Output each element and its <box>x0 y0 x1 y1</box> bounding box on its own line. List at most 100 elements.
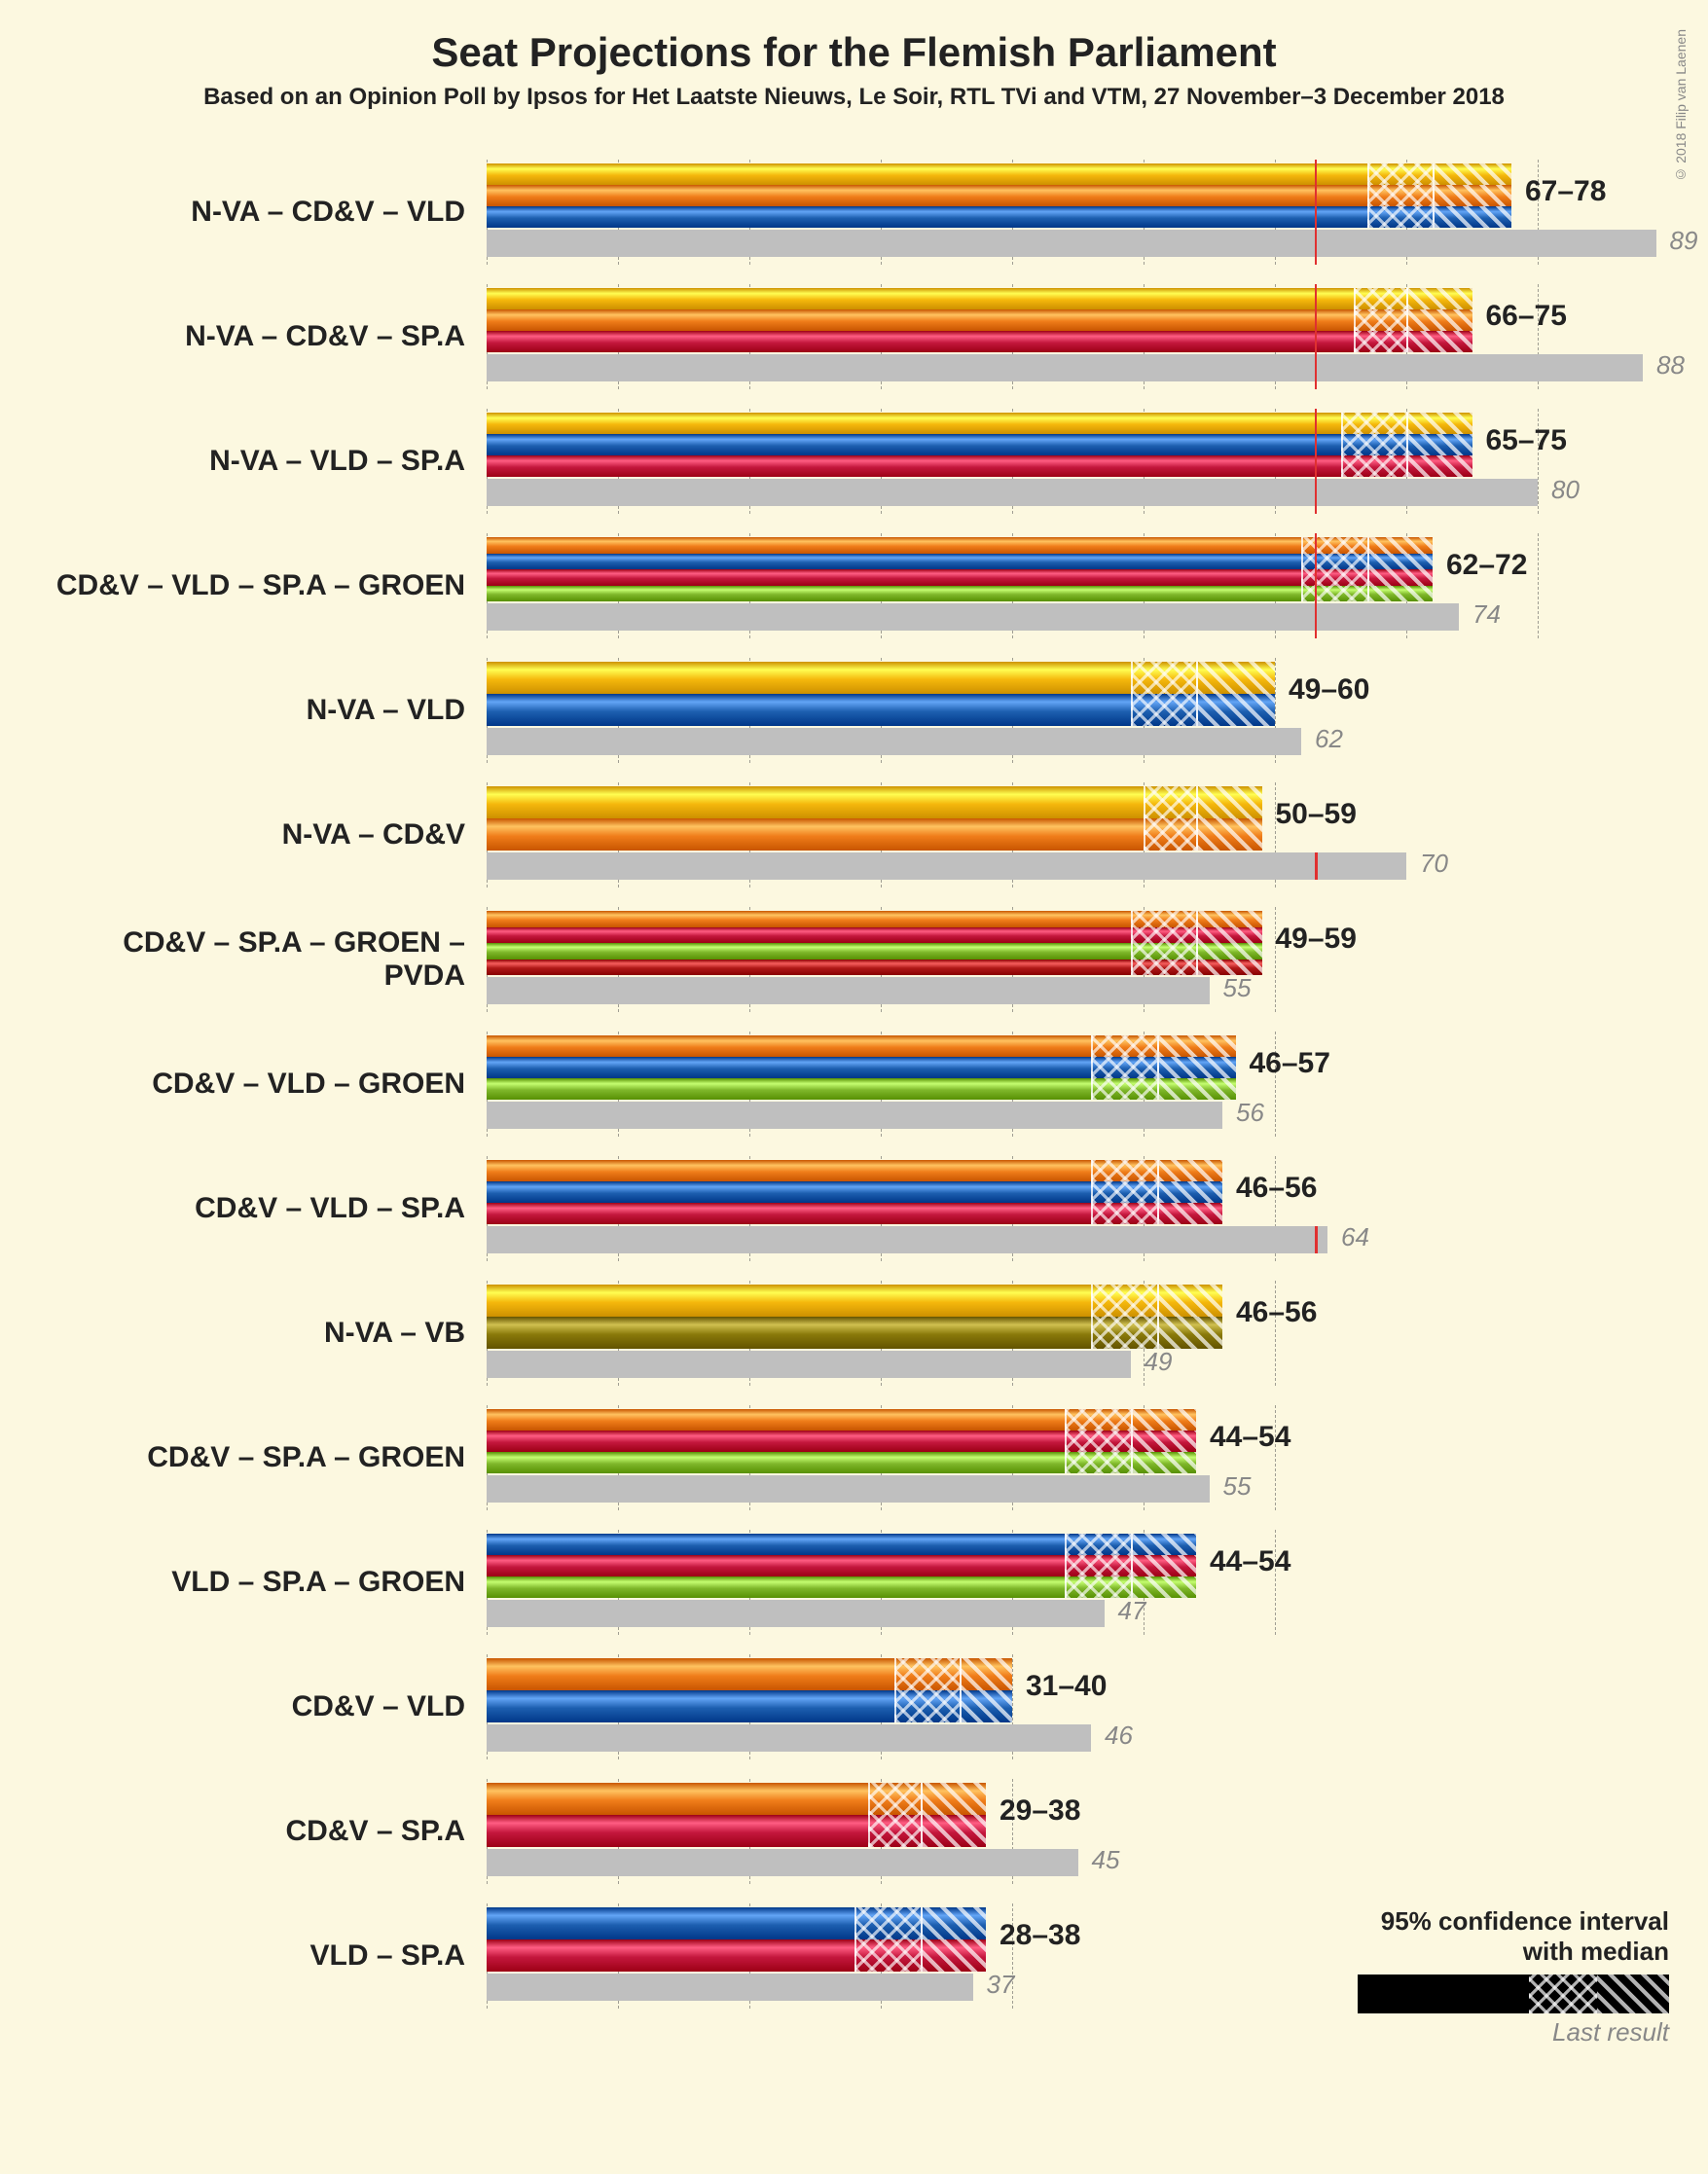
ci-low-median <box>1144 786 1196 818</box>
ci-low-median <box>1301 554 1367 570</box>
coalition-chart: N-VA – CD&V – VLD67–7889 N-VA – CD&V – SP… <box>39 150 1669 2018</box>
last-result-bar <box>487 1849 1078 1876</box>
last-result-label: 88 <box>1656 350 1685 380</box>
last-result-bar <box>487 852 1406 880</box>
bars-area: 46–5649 <box>487 1271 1669 1395</box>
ci-median-high <box>1367 537 1434 554</box>
coalition-label: CD&V – VLD – SP.A – GROEN <box>39 569 487 602</box>
ci-median-high <box>1433 206 1511 228</box>
coalition-label: N-VA – CD&V <box>39 818 487 851</box>
range-label: 46–56 <box>1236 1172 1317 1205</box>
last-result-label: 80 <box>1551 475 1580 505</box>
ci-median-high <box>1367 569 1434 586</box>
ci-median-high <box>921 1907 987 1939</box>
ci-low-median <box>854 1939 921 1972</box>
ci-low-median <box>1065 1534 1131 1555</box>
coalition-label: N-VA – CD&V – SP.A <box>39 320 487 353</box>
ci-low-median <box>868 1783 921 1815</box>
ci-low-median <box>1091 1078 1157 1100</box>
coalition-label: N-VA – VLD – SP.A <box>39 445 487 478</box>
ci-low-median <box>1131 694 1197 726</box>
ci-low-median <box>1131 943 1197 960</box>
page-subtitle: Based on an Opinion Poll by Ipsos for He… <box>39 84 1669 111</box>
ci-median-high <box>1157 1317 1223 1349</box>
range-label: 49–60 <box>1289 673 1369 707</box>
coalition-row: CD&V – SP.A – GROEN44–5455 <box>39 1395 1669 1520</box>
ci-low-median <box>1341 413 1407 434</box>
legend-line2: with median <box>1358 1937 1669 1967</box>
ci-median-high <box>1406 309 1472 331</box>
party-stripe <box>487 455 1472 477</box>
ci-median-high <box>1157 1285 1223 1317</box>
range-label: 66–75 <box>1486 300 1567 333</box>
range-label: 46–56 <box>1236 1296 1317 1329</box>
ci-low-median <box>1341 434 1407 455</box>
last-result-label: 45 <box>1092 1845 1120 1875</box>
ci-median-high <box>1157 1181 1223 1203</box>
ci-median-high <box>1157 1035 1236 1057</box>
party-stripe <box>487 185 1511 206</box>
bars-area: 50–5970 <box>487 773 1669 897</box>
ci-low-median <box>1301 537 1367 554</box>
ci-low-median <box>1144 818 1196 851</box>
last-result-bar <box>487 1600 1105 1627</box>
last-result-bar <box>487 1226 1327 1253</box>
ci-low-median <box>854 1907 921 1939</box>
ci-median-high <box>1433 163 1511 185</box>
last-result-bar <box>487 1351 1131 1378</box>
last-result-label: 55 <box>1223 973 1252 1003</box>
ci-low-median <box>1131 960 1197 976</box>
ci-low-median <box>1301 586 1367 602</box>
ci-low-median <box>894 1658 961 1690</box>
ci-median-high <box>1157 1078 1236 1100</box>
ci-median-high <box>1196 818 1262 851</box>
ci-median-high <box>1367 554 1434 570</box>
party-stripe <box>487 569 1433 586</box>
last-result-bar <box>487 1724 1091 1752</box>
coalition-row: CD&V – SP.A29–3845 <box>39 1769 1669 1894</box>
party-stripe <box>487 537 1433 554</box>
bars-area: 31–40 46 <box>487 1645 1669 1769</box>
ci-median-high <box>1196 694 1275 726</box>
party-stripe <box>487 413 1472 434</box>
ci-low-median <box>1065 1431 1131 1452</box>
ci-low-median <box>1091 1057 1157 1078</box>
party-stripe <box>487 309 1472 331</box>
coalition-row: N-VA – CD&V – VLD67–7889 <box>39 150 1669 274</box>
range-label: 31–40 <box>1026 1670 1107 1703</box>
ci-median-high <box>1433 185 1511 206</box>
coalition-label: CD&V – SP.A <box>39 1815 487 1848</box>
bars-area: 49–60 62 <box>487 648 1669 773</box>
party-stripe <box>487 434 1472 455</box>
legend-last-result: Last result <box>1358 2017 1669 2047</box>
range-label: 44–54 <box>1210 1421 1290 1454</box>
ci-median-high <box>1406 455 1472 477</box>
bars-area: 62–7274 <box>487 524 1669 648</box>
ci-low-median <box>1091 1035 1157 1057</box>
party-stripe <box>487 288 1472 309</box>
bars-area: 29–3845 <box>487 1769 1669 1894</box>
ci-low-median <box>1091 1160 1157 1181</box>
bars-area: 46–5664 <box>487 1146 1669 1271</box>
ci-low-median <box>1065 1409 1131 1431</box>
ci-median-high <box>921 1939 987 1972</box>
ci-low-median <box>1367 206 1434 228</box>
range-label: 62–72 <box>1446 549 1527 582</box>
last-result-label: 47 <box>1118 1596 1146 1626</box>
coalition-row: CD&V – VLD – SP.A46–5664 <box>39 1146 1669 1271</box>
last-result-label: 56 <box>1236 1098 1264 1128</box>
last-result-label: 62 <box>1315 724 1343 754</box>
ci-low-median <box>1131 911 1197 927</box>
range-label: 46–57 <box>1250 1047 1330 1080</box>
coalition-row: CD&V – VLD31–4046 <box>39 1645 1669 1769</box>
copyright-text: © 2018 Filip van Laenen <box>1673 29 1689 183</box>
coalition-row: CD&V – VLD – GROEN46–5756 <box>39 1022 1669 1146</box>
legend-bar <box>1358 1975 1669 2013</box>
last-result-bar <box>487 728 1301 755</box>
majority-line <box>1315 409 1317 514</box>
ci-median-high <box>1131 1409 1197 1431</box>
last-result-bar <box>487 977 1210 1004</box>
coalition-label: VLD – SP.A <box>39 1939 487 1973</box>
majority-line <box>1315 160 1317 265</box>
last-result-label: 46 <box>1105 1721 1133 1751</box>
